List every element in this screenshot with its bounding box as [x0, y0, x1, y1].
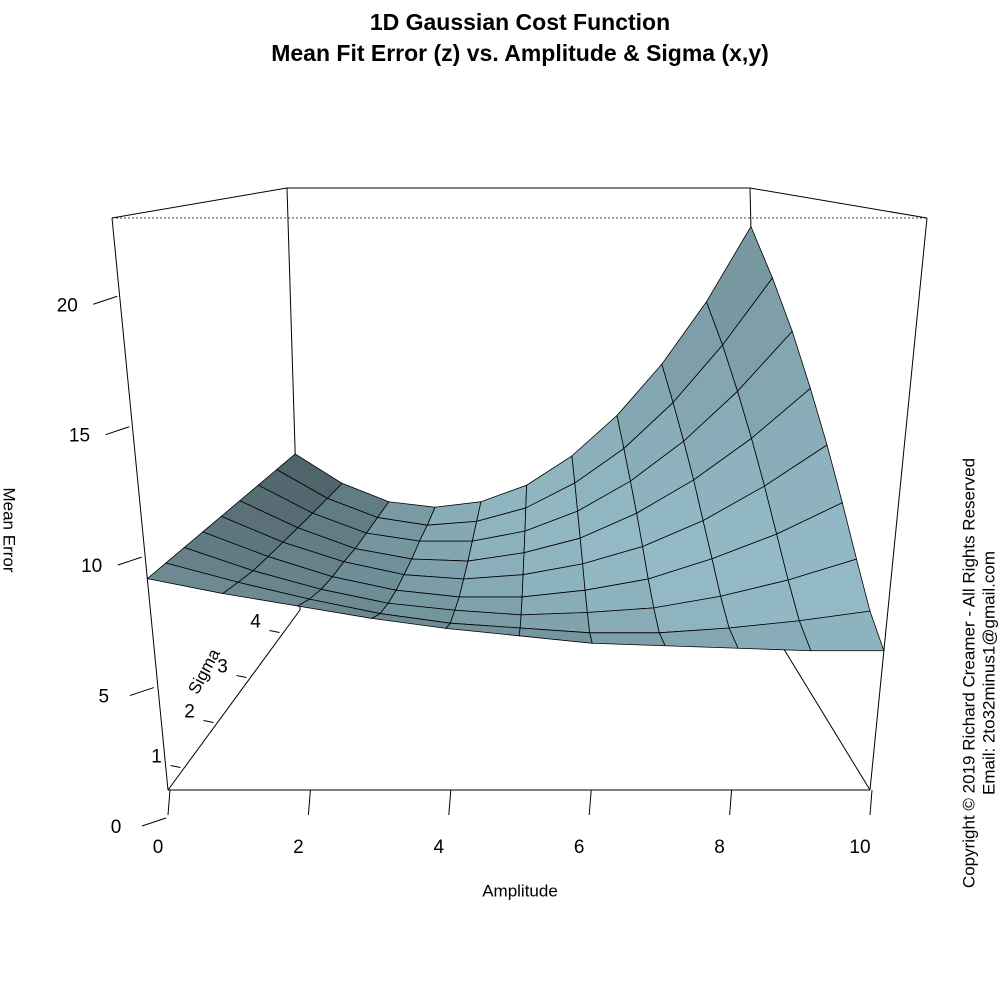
box-edge — [869, 217, 928, 791]
z-tick — [93, 295, 118, 305]
email: Email: 2to32minus1@gmail.com — [979, 551, 998, 795]
y-tick-label: 3 — [217, 657, 228, 678]
x-tick — [588, 789, 592, 816]
z-axis-label: Mean Error — [0, 487, 19, 572]
z-tick — [105, 426, 130, 436]
box-edge — [167, 609, 301, 791]
z-tick — [117, 556, 142, 566]
x-tick-label: 4 — [434, 837, 445, 858]
x-tick — [307, 789, 311, 816]
x-tick — [869, 789, 873, 816]
box-edge — [111, 217, 169, 791]
z-tick — [129, 687, 154, 697]
y-tick-label: 4 — [250, 612, 261, 633]
y-tick — [170, 765, 181, 768]
z-tick — [141, 817, 167, 827]
box-edge — [749, 187, 928, 219]
x-tick — [167, 789, 171, 816]
x-tick — [448, 789, 452, 816]
copyright: Copyright © 2019 Richard Creamer - All R… — [959, 458, 978, 888]
surface-facet — [589, 632, 666, 647]
x-tick-label: 0 — [153, 837, 164, 858]
y-tick-label: 1 — [151, 747, 162, 768]
x-axis-label: Amplitude — [482, 881, 558, 900]
x-tick-label: 8 — [714, 837, 725, 858]
surface-facet — [586, 607, 660, 634]
y-tick-label: 2 — [184, 702, 195, 723]
box-edge — [111, 187, 288, 219]
y-tick — [269, 630, 280, 633]
surface-facet — [411, 540, 473, 562]
z-tick-label: 10 — [81, 556, 102, 577]
chart-subtitle: Mean Fit Error (z) vs. Amplitude & Sigma… — [271, 40, 769, 66]
x-tick-label: 6 — [574, 837, 585, 858]
y-tick — [236, 675, 247, 678]
y-tick — [203, 720, 214, 723]
z-tick-label: 5 — [99, 687, 110, 708]
surface-facet — [798, 610, 885, 652]
x-tick-label: 2 — [293, 837, 304, 858]
x-tick-label: 10 — [849, 837, 870, 858]
z-tick-label: 0 — [111, 817, 122, 838]
x-tick — [729, 789, 733, 816]
z-tick-label: 15 — [69, 426, 90, 447]
chart-title: 1D Gaussian Cost Function — [370, 9, 670, 35]
z-tick-label: 20 — [57, 295, 78, 316]
